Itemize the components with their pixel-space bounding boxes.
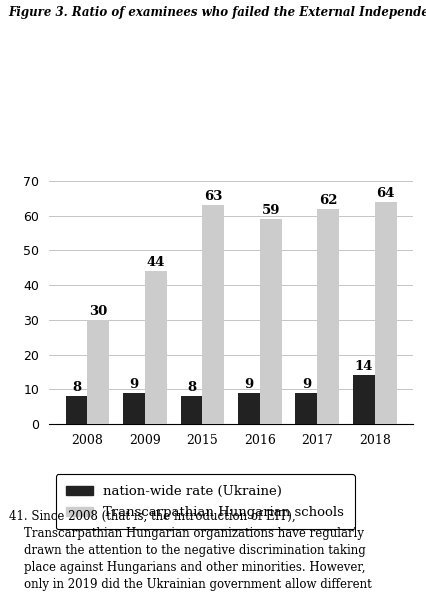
Bar — [353, 375, 375, 424]
Bar — [238, 393, 260, 424]
Bar — [202, 205, 224, 424]
Bar — [181, 396, 202, 424]
Text: 9: 9 — [130, 378, 138, 391]
Text: 59: 59 — [262, 204, 280, 217]
Bar — [296, 393, 317, 424]
Text: Figure 3. Ratio of examinees who failed the External Independent Testing in “Ukr: Figure 3. Ratio of examinees who failed … — [9, 6, 426, 19]
Text: 8: 8 — [72, 381, 81, 394]
Text: 9: 9 — [302, 378, 311, 391]
Bar — [375, 202, 397, 424]
Bar — [87, 320, 109, 424]
Text: 63: 63 — [204, 190, 222, 203]
Bar — [145, 271, 167, 424]
Text: 41. Since 2008 (that is, the introduction of EIT),
    Transcarpathian Hungarian: 41. Since 2008 (that is, the introductio… — [9, 510, 371, 591]
Bar — [66, 396, 87, 424]
Text: 9: 9 — [244, 378, 253, 391]
Text: 62: 62 — [319, 193, 337, 206]
Legend: nation-wide rate (Ukraine), Transcarpathian Hungarian schools: nation-wide rate (Ukraine), Transcarpath… — [55, 474, 354, 530]
Bar — [317, 209, 339, 424]
Text: 8: 8 — [187, 381, 196, 394]
Text: 64: 64 — [377, 187, 395, 200]
Text: 30: 30 — [89, 305, 107, 318]
Text: 14: 14 — [355, 361, 373, 373]
Bar — [123, 393, 145, 424]
Bar — [260, 219, 282, 424]
Text: 44: 44 — [147, 256, 165, 269]
